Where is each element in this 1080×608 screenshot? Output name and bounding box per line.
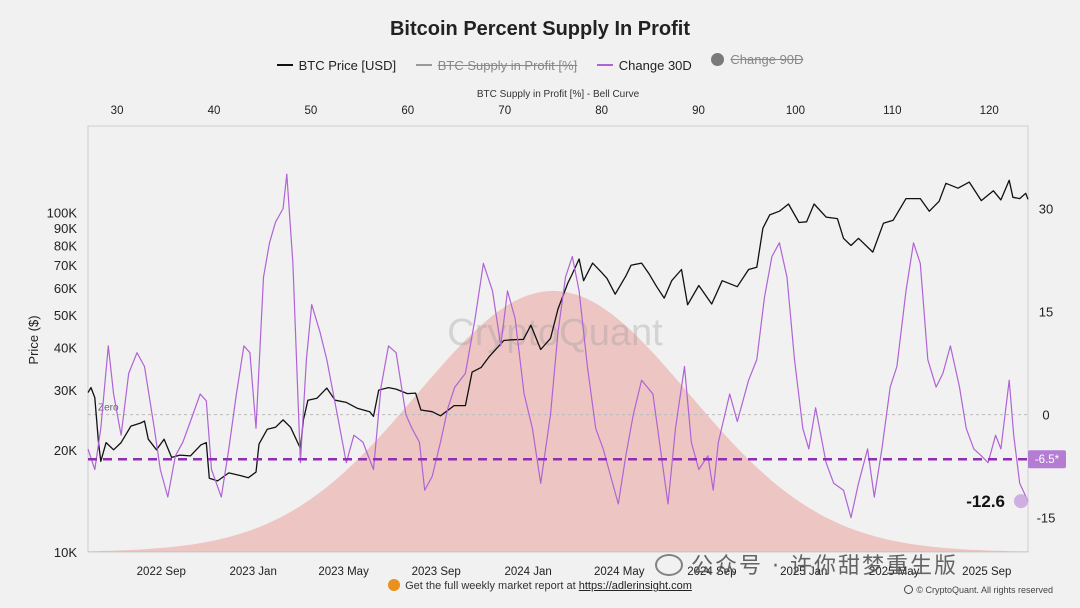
top-axis-tick: 80 [595,105,608,117]
top-axis-label: BTC Supply in Profit [%] - Bell Curve [477,89,640,100]
left-axis-tick: 90K [54,221,77,236]
top-axis-tick: 70 [498,105,511,117]
coin-icon [388,579,401,591]
left-axis-tick: 100K [47,206,78,221]
change-30d-line [87,173,1029,519]
x-axis-tick: 2025 May [869,566,920,578]
chart-title: Bitcoin Percent Supply In Profit [389,18,691,40]
current-value-dot [1014,494,1028,509]
x-axis-tick: 2023 Sep [412,566,461,578]
top-axis-tick: 90 [692,105,705,117]
left-axis-tick: 80K [54,239,77,254]
left-axis-label: Price ($) [26,315,41,364]
x-axis-tick: 2025 Jan [780,566,827,578]
legend-line-swatch [276,64,293,66]
credit: © CryptoQuant. All rights reserved [904,585,1053,595]
x-axis-tick: 2023 Jan [230,566,277,578]
legend-item-supply-in-profit[interactable]: BTC Supply in Profit [%] [415,57,578,73]
bell-curve-area [88,290,1028,552]
right-axis-tick: 0 [1042,408,1049,423]
top-axis-tick: 120 [980,105,999,117]
x-axis-tick: 2024 Sep [687,566,736,578]
legend-dot-swatch [711,53,725,66]
x-axis-tick: 2023 May [318,566,369,578]
top-axis-tick: 40 [208,105,221,117]
x-axis-tick: 2022 Sep [137,566,186,578]
top-axis-tick: 110 [883,105,901,117]
footer-link[interactable]: https://adlerinsight.com [578,580,692,592]
top-axis-tick: 50 [304,105,317,117]
wechat-overlay-text: 公众号 · 许你甜梦重生版 [691,554,958,579]
top-axis-tick: 30 [111,105,124,117]
left-axis-tick: 10K [54,545,77,560]
legend-item-change-30d[interactable]: Change 30D [596,57,692,73]
x-axis-tick: 2024 May [594,566,645,578]
right-axis-tick: 15 [1039,305,1053,320]
top-axis-tick: 100 [786,105,805,117]
left-axis-tick: 70K [54,258,77,273]
legend-line-swatch [596,64,613,66]
credit-text: © CryptoQuant. All rights reserved [916,585,1053,595]
top-axis-tick: 60 [401,105,414,117]
cryptoquant-icon [904,585,914,594]
left-axis-tick: 50K [54,308,77,323]
reference-label-box [1028,450,1066,469]
x-axis-tick: 2025 Sep [962,566,1011,578]
legend-label: BTC Price [USD] [298,57,397,73]
right-axis-tick: -15 [1037,511,1056,526]
legend: BTC Price [USD] BTC Supply in Profit [%]… [0,52,1080,73]
right-axis-tick: 30 [1039,201,1053,216]
footer-text: Get the full weekly market report at [405,580,579,592]
x-axis-tick: 2024 Jan [504,566,551,578]
zero-label: Zero [98,403,119,414]
legend-label: BTC Supply in Profit [%] [437,57,578,73]
left-axis-tick: 30K [54,383,77,398]
left-axis-tick: 60K [54,281,77,296]
legend-item-btc-price[interactable]: BTC Price [USD] [276,57,397,73]
legend-item-change-90d[interactable]: Change 90D [711,52,803,67]
footer: Get the full weekly market report at htt… [0,579,1080,592]
reference-label: -6.5* [1035,454,1060,466]
left-axis-tick: 40K [54,341,77,356]
btc-price-line [87,179,1029,482]
wechat-icon [655,554,683,576]
legend-label: Change 30D [618,57,692,73]
legend-label: Change 90D [730,52,804,67]
current-value-label: -12.6 [966,492,1005,511]
wechat-overlay: 公众号 · 许你甜梦重生版 [655,548,958,580]
left-axis-tick: 20K [54,443,77,458]
legend-line-swatch [415,64,432,66]
